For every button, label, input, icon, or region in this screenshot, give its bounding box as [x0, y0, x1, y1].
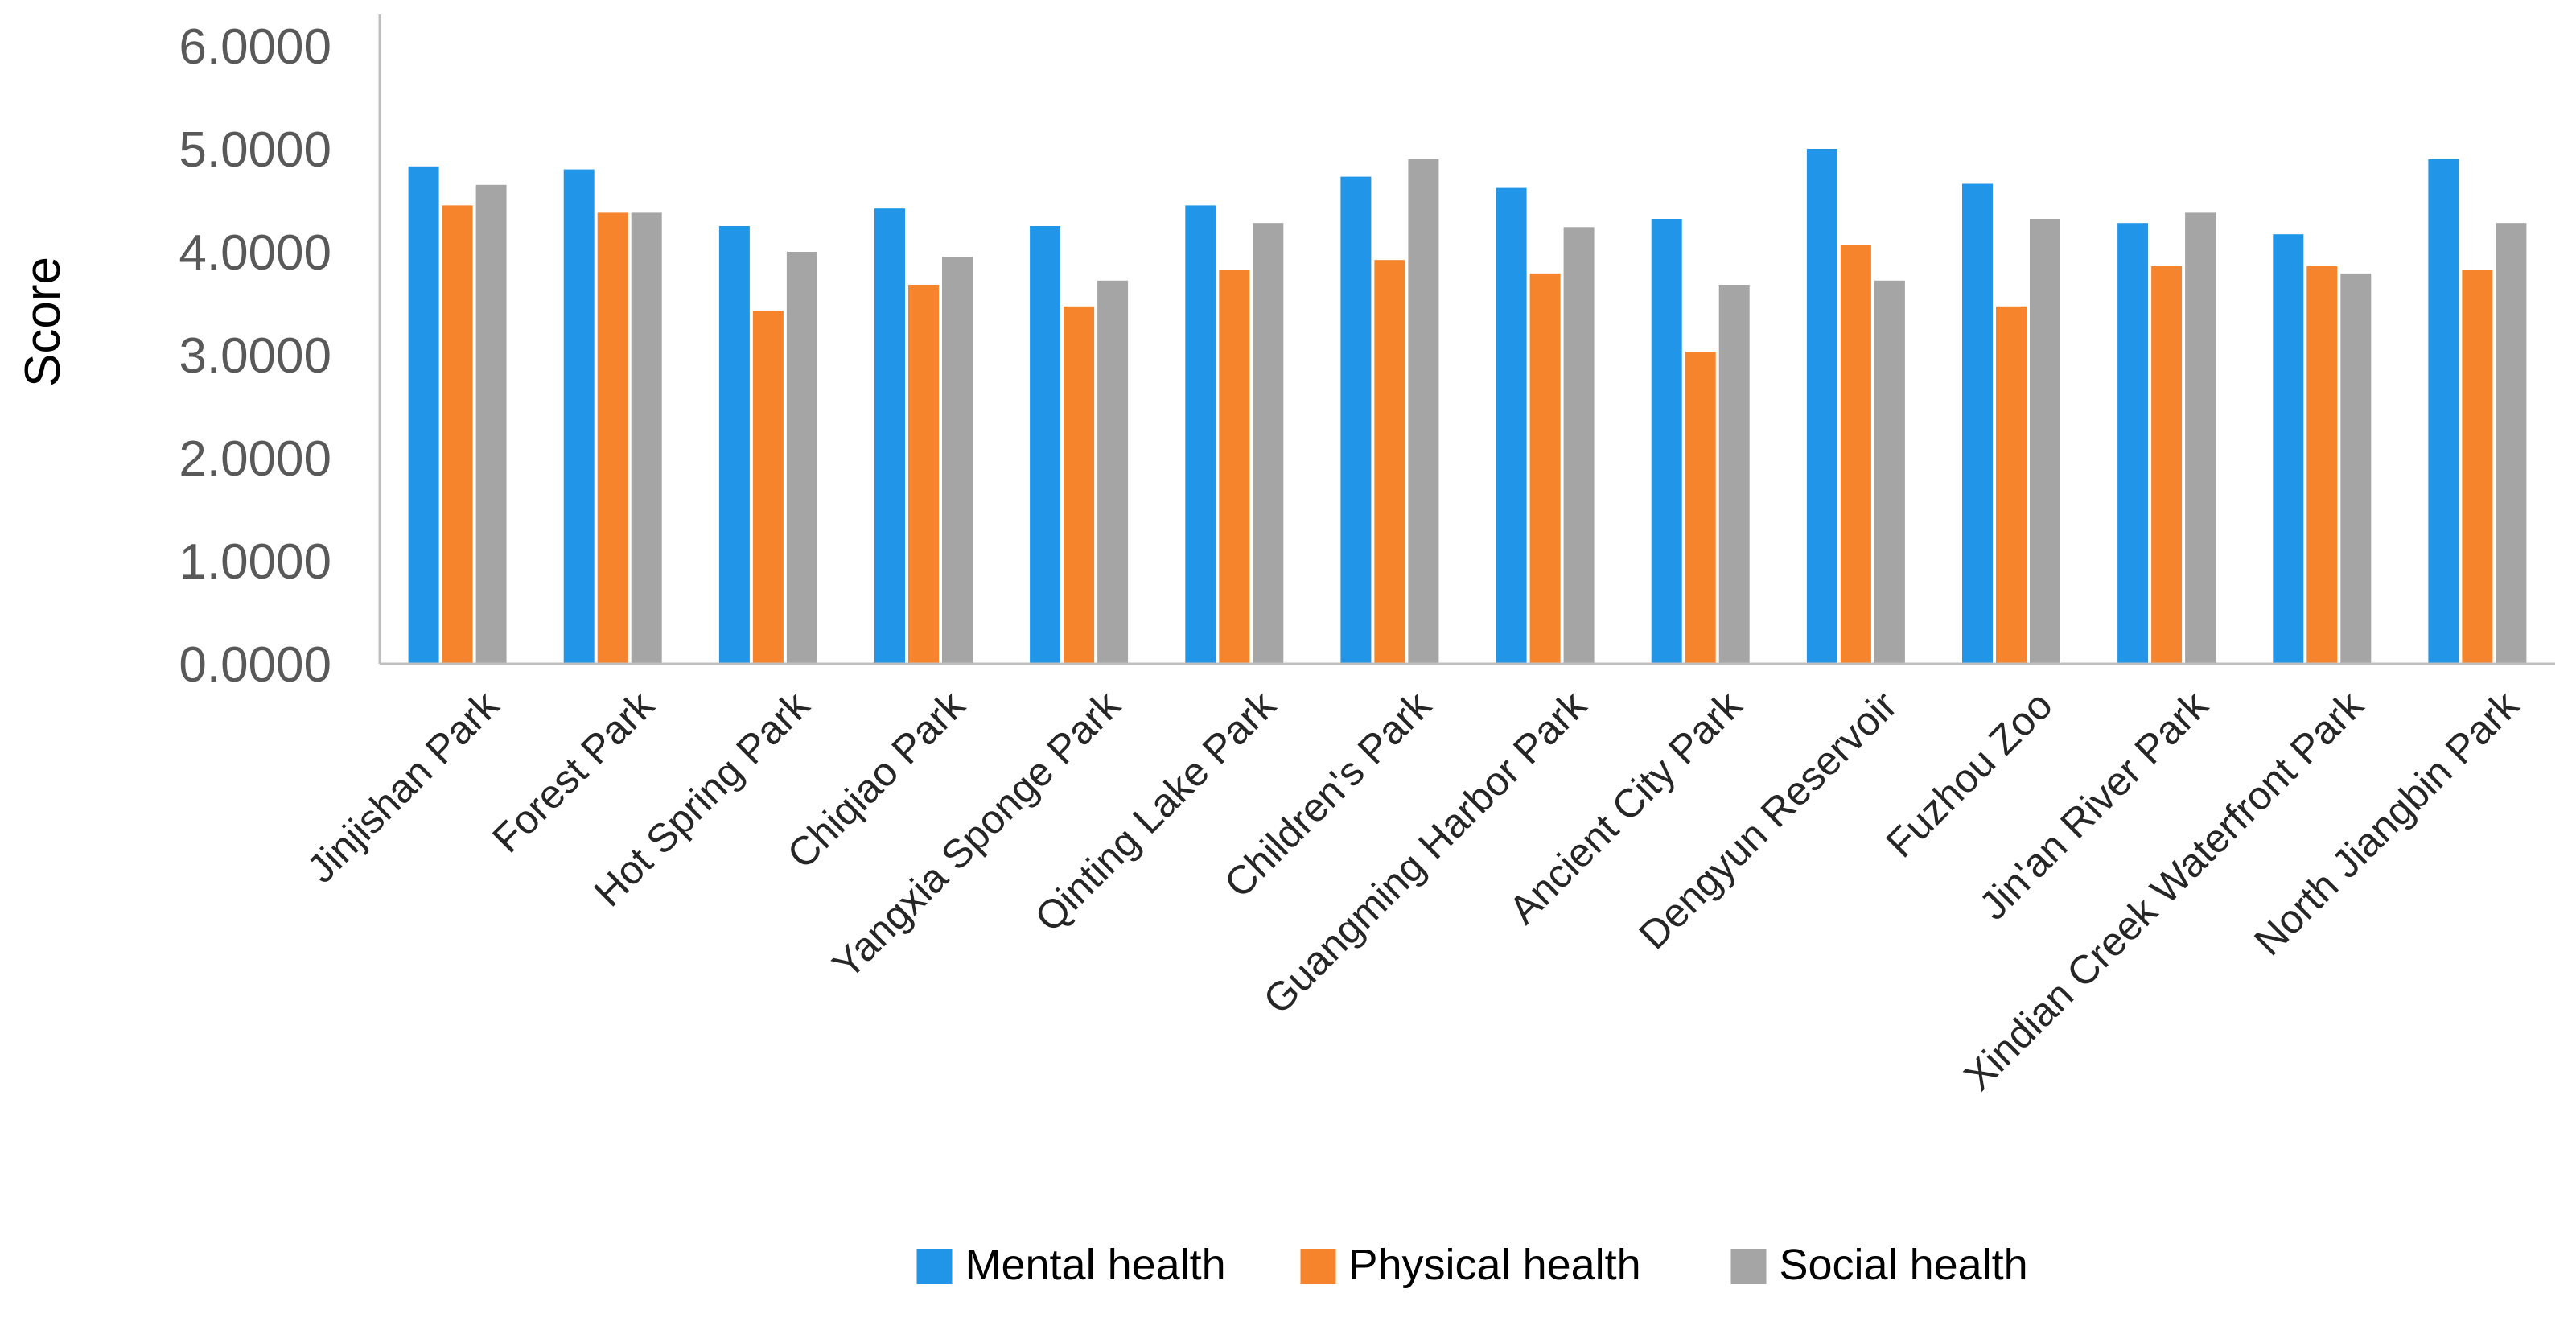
- bar-physical-health: [908, 285, 939, 664]
- y-tick-label: 3.0000: [179, 328, 331, 384]
- bar-physical-health: [2151, 266, 2183, 664]
- bar-mental-health: [2273, 234, 2304, 664]
- x-tick-label: Guangming Harbor Park: [1255, 682, 1595, 1022]
- y-tick-label: 1.0000: [179, 534, 331, 590]
- bar-group: [2428, 159, 2527, 665]
- bar-social-health: [942, 257, 973, 664]
- bar-social-health: [475, 184, 507, 665]
- bar-mental-health: [1185, 205, 1216, 664]
- bar-physical-health: [752, 311, 784, 664]
- bar-social-health: [631, 212, 662, 664]
- bar-social-health: [1718, 285, 1750, 664]
- legend-item: Social health: [1730, 1241, 2028, 1289]
- bar-physical-health: [1529, 273, 1561, 664]
- legend-swatch: [1730, 1249, 1767, 1284]
- bar-physical-health: [1064, 306, 1095, 664]
- x-tick-label: Dengyun Reservoir: [1630, 682, 1905, 957]
- bar-physical-health: [1374, 260, 1405, 664]
- bar-mental-health: [1030, 226, 1061, 664]
- bar-group: [1806, 149, 1905, 664]
- bar-group: [563, 169, 662, 665]
- bar-social-health: [2496, 223, 2527, 664]
- x-tick-label: North Jiangbin Park: [2245, 682, 2528, 964]
- bar-mental-health: [408, 166, 439, 665]
- bar-group: [1651, 219, 1750, 664]
- bar-physical-health: [1219, 270, 1250, 664]
- legend-item: Physical health: [1300, 1241, 1641, 1289]
- y-tick-label: 0.0000: [179, 637, 331, 693]
- bar-physical-health: [2306, 266, 2338, 664]
- bar-social-health: [2340, 273, 2372, 664]
- y-axis: 0.0000 1.0000 2.0000 3.0000 4.0000 5.0000 6.00…: [179, 14, 381, 693]
- x-tick-label: Jinjishan Park: [298, 682, 508, 891]
- bar-social-health: [1097, 280, 1129, 664]
- bar-group: [1496, 187, 1595, 665]
- bar-social-health: [1563, 227, 1595, 664]
- bar-social-health: [1408, 159, 1439, 665]
- bar-physical-health: [2462, 270, 2493, 664]
- y-tick-label: 6.0000: [179, 19, 331, 75]
- bar-mental-health: [874, 208, 905, 664]
- x-tick-label: Yangxia Sponge Park: [824, 682, 1130, 987]
- bar-mental-health: [563, 169, 595, 665]
- bar-social-health: [2030, 219, 2060, 664]
- bar-group: [718, 226, 817, 664]
- bar-group: [1030, 226, 1129, 664]
- y-tick-label: 4.0000: [179, 225, 331, 281]
- legend-label: Mental health: [965, 1241, 1226, 1289]
- bar-group: [1340, 159, 1439, 665]
- bar-mental-health: [1340, 176, 1372, 665]
- bar-physical-health: [1996, 306, 2027, 664]
- bar-mental-health: [1496, 187, 1527, 665]
- bar-group: [1185, 205, 1284, 664]
- legend-item: Mental health: [916, 1241, 1226, 1289]
- y-tick-label: 5.0000: [179, 122, 331, 178]
- bar-group: [2273, 234, 2372, 664]
- legend-swatch: [1300, 1249, 1336, 1284]
- y-tick-label: 2.0000: [179, 431, 331, 487]
- bar-physical-health: [1685, 352, 1716, 664]
- bars: [408, 149, 2527, 665]
- bar-physical-health: [597, 212, 628, 664]
- bar-social-health: [1253, 223, 1284, 664]
- bar-physical-health: [1840, 245, 1871, 664]
- legend-label: Social health: [1780, 1241, 2028, 1289]
- legend: Mental health Physical health Social healt…: [916, 1241, 2028, 1289]
- bar-group: [408, 166, 507, 665]
- bar-mental-health: [718, 226, 750, 664]
- bar-mental-health: [1651, 219, 1682, 664]
- legend-swatch: [916, 1249, 953, 1284]
- bar-mental-health: [2117, 223, 2149, 664]
- bar-social-health: [786, 252, 817, 664]
- bar-mental-health: [2428, 159, 2459, 665]
- bar-mental-health: [1962, 183, 1993, 664]
- bar-mental-health: [1806, 149, 1837, 664]
- y-axis-label: Score: [15, 257, 71, 387]
- bar-physical-health: [442, 205, 473, 664]
- legend-label: Physical health: [1349, 1241, 1641, 1289]
- bar-group: [874, 208, 973, 664]
- bar-social-health: [1874, 280, 1905, 664]
- bar-social-health: [2185, 212, 2216, 664]
- bar-group: [1962, 183, 2060, 664]
- bar-group: [2117, 212, 2216, 664]
